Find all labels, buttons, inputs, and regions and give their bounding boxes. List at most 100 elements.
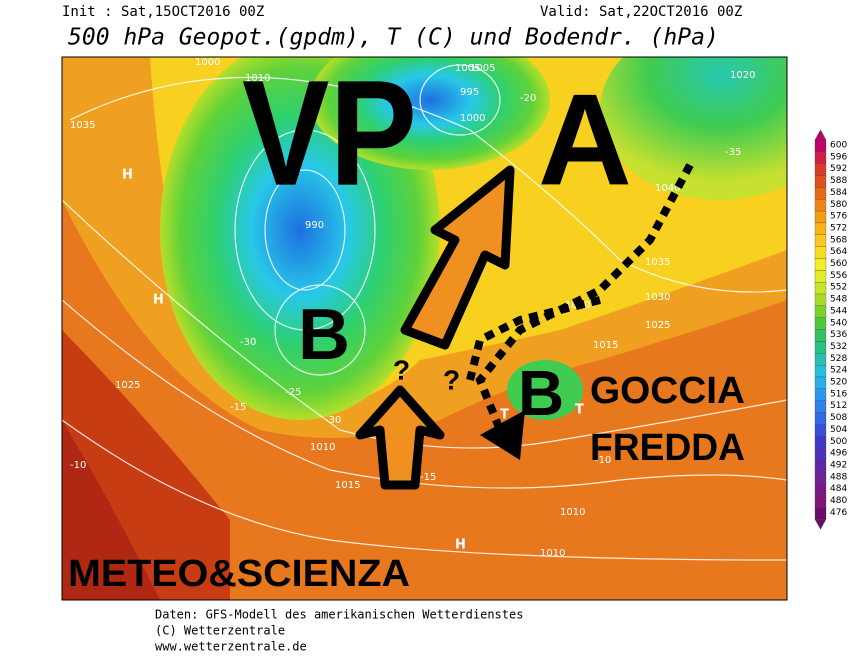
map-label: -10	[70, 460, 86, 471]
colorbar-swatch	[814, 317, 827, 330]
map-label: 1015	[593, 340, 618, 351]
colorbar-label: 528	[830, 354, 847, 364]
colorbar-label: 576	[830, 212, 847, 222]
colorbar-swatch	[814, 507, 827, 520]
question-mark: ?	[393, 354, 410, 385]
map-label: -20	[520, 93, 536, 104]
map-label: 1020	[730, 70, 755, 81]
colorbar-swatch	[814, 163, 827, 176]
colorbar-cap	[814, 518, 827, 530]
colorbar-swatch	[814, 139, 827, 153]
vp-label: VP	[242, 49, 417, 217]
map-label: 1030	[645, 292, 670, 303]
colorbar-swatch	[814, 376, 827, 390]
colorbar-label: 596	[830, 152, 847, 162]
colorbar-swatch	[814, 400, 827, 413]
colorbar-label: 592	[830, 164, 847, 174]
cutoff-label: GOCCIA	[590, 370, 745, 412]
colorbar-swatch	[814, 495, 827, 508]
low-label: B	[298, 295, 350, 375]
init-time: Init : Sat,15OCT2016 00Z	[62, 4, 264, 20]
colorbar-label: 488	[830, 472, 847, 482]
colorbar-label: 480	[830, 496, 847, 506]
colorbar-label: 552	[830, 283, 847, 293]
map-label: H	[122, 168, 133, 183]
map-label: -10	[595, 455, 611, 466]
footer-url: www.wetterzentrale.de	[155, 640, 307, 654]
colorbar-swatch	[814, 412, 827, 425]
colorbar-label: 568	[830, 235, 847, 245]
map-label: 1010	[310, 442, 335, 453]
map-frame	[61, 56, 788, 601]
colorbar-swatch	[814, 471, 827, 484]
low-label: B	[518, 357, 564, 429]
map-label: 1005	[455, 63, 480, 74]
footer-source: Daten: GFS-Modell des amerikanischen Wet…	[155, 608, 523, 622]
colorbar-label: 484	[830, 484, 847, 494]
anticyclone-label: A	[538, 66, 632, 212]
map-label: 1010	[540, 548, 565, 559]
map-label: -35	[725, 147, 741, 158]
colorbar-swatch	[814, 341, 827, 354]
colorbar-swatch	[814, 187, 827, 200]
map-label: T	[500, 408, 509, 423]
map-label: 1025	[115, 380, 140, 391]
colorbar-swatch	[814, 258, 827, 271]
map-label: -30	[325, 415, 341, 426]
colorbar-swatch	[814, 234, 827, 247]
colorbar-swatch	[814, 210, 827, 224]
colorbar-swatch	[814, 329, 827, 342]
footer-copyright: (C) Wetterzentrale	[155, 624, 285, 638]
colorbar-swatch	[814, 388, 827, 401]
map-label: -25	[285, 387, 301, 398]
map-label: 1025	[645, 320, 670, 331]
colorbar-label: 536	[830, 330, 847, 340]
map-field	[62, 57, 787, 600]
map-label: 1035	[70, 120, 95, 131]
colorbar-label: 492	[830, 460, 847, 470]
map-label: 1000	[460, 113, 485, 124]
colorbar-swatch	[814, 483, 827, 496]
colorbar-label: 500	[830, 437, 847, 447]
colorbar-swatch	[814, 353, 827, 366]
question-mark: ?	[443, 364, 460, 395]
map-label: 1035	[645, 257, 670, 268]
map-label: 1000	[195, 57, 220, 68]
colorbar-label: 476	[830, 508, 847, 518]
colorbar-label: 560	[830, 259, 847, 269]
colorbar-label: 584	[830, 188, 847, 198]
colorbar-swatch	[814, 199, 827, 212]
map-label: 1015	[335, 480, 360, 491]
colorbar-swatch	[814, 436, 827, 449]
map-label: 1010	[560, 507, 585, 518]
colorbar-cap	[814, 129, 827, 141]
colorbar-label: 580	[830, 200, 847, 210]
colorbar-label: 516	[830, 389, 847, 399]
map-label: 1010	[245, 73, 270, 84]
colorbar-label: 504	[830, 425, 847, 435]
colorbar-label: 556	[830, 271, 847, 281]
colorbar-swatch	[814, 282, 827, 295]
valid-time: Valid: Sat,22OCT2016 00Z	[540, 4, 742, 20]
map-title: 500 hPa Geopot.(gpdm), T (C) und Bodendr…	[68, 25, 719, 51]
colorbar-label: 532	[830, 342, 847, 352]
colorbar-swatch	[814, 293, 827, 307]
map-label: 990	[305, 220, 324, 231]
colorbar-swatch	[814, 459, 827, 472]
colorbar-label: 496	[830, 449, 847, 459]
colorbar-label: 572	[830, 223, 847, 233]
annotation-arrows	[355, 163, 694, 490]
colorbar-label: 520	[830, 378, 847, 388]
colorbar-swatch	[814, 305, 827, 318]
cutoff-label: FREDDA	[590, 427, 745, 469]
colorbar-label: 540	[830, 318, 847, 328]
colorbar-label: 524	[830, 366, 847, 376]
map-label: T	[575, 403, 584, 418]
map-label: -15	[230, 402, 246, 413]
colorbar-label: 512	[830, 401, 847, 411]
map-label: 995	[460, 87, 479, 98]
colorbar-swatch	[814, 270, 827, 283]
